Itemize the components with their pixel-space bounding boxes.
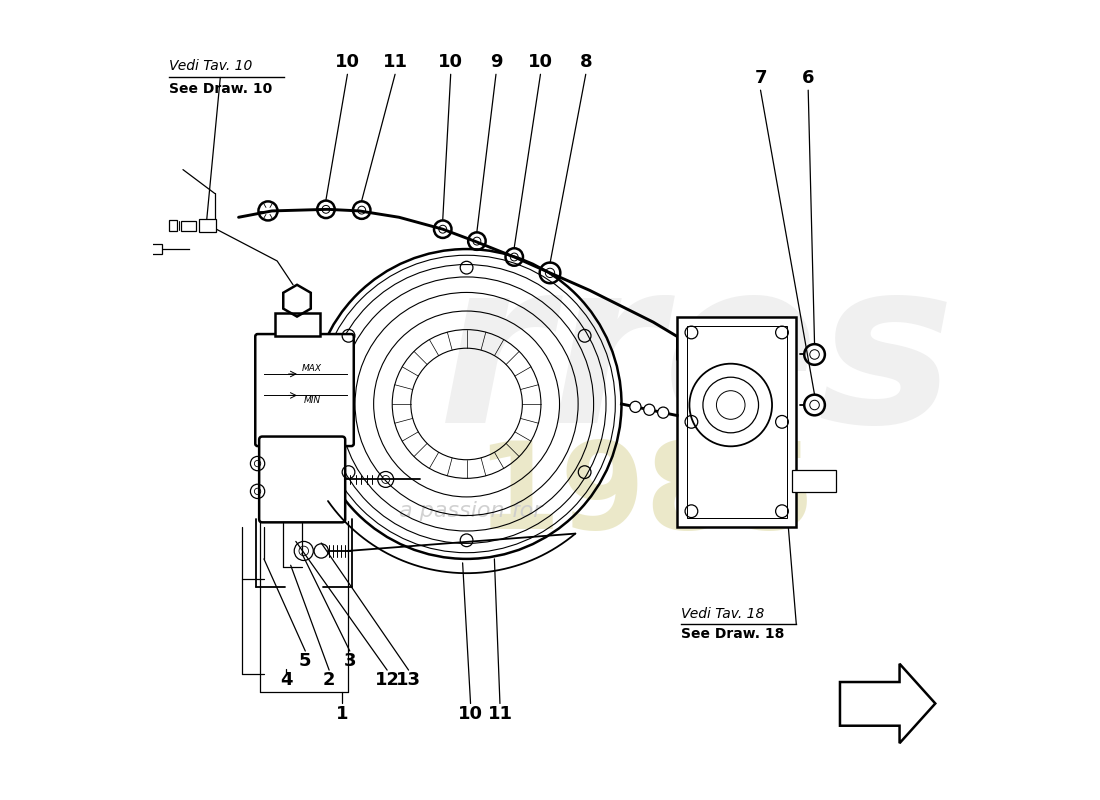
Text: 13: 13 — [396, 670, 421, 689]
Text: 5: 5 — [299, 651, 311, 670]
Circle shape — [630, 402, 641, 413]
Text: See Draw. 10: See Draw. 10 — [168, 82, 272, 95]
FancyBboxPatch shape — [255, 334, 354, 446]
Bar — [151, 244, 163, 254]
Bar — [199, 219, 217, 231]
Bar — [678, 317, 796, 527]
Bar — [168, 221, 177, 230]
Text: 1: 1 — [336, 705, 348, 723]
Bar — [275, 313, 319, 337]
Bar — [182, 222, 196, 230]
Bar — [792, 470, 836, 492]
Text: 6: 6 — [802, 70, 814, 87]
Text: 7: 7 — [755, 70, 767, 87]
Text: a passion for: a passion for — [399, 502, 542, 522]
Text: MAX: MAX — [302, 364, 322, 373]
Text: MIN: MIN — [304, 396, 320, 406]
Text: 12: 12 — [375, 670, 399, 689]
Text: 11: 11 — [487, 705, 513, 723]
Text: 9: 9 — [490, 54, 503, 71]
Text: 8: 8 — [580, 54, 592, 71]
Text: 10: 10 — [334, 54, 360, 71]
Text: Vedi Tav. 18: Vedi Tav. 18 — [681, 607, 764, 622]
Text: 2: 2 — [323, 670, 336, 689]
Text: 1985: 1985 — [475, 437, 815, 554]
Text: 3: 3 — [343, 651, 356, 670]
Text: 10: 10 — [528, 54, 553, 71]
Text: rres: rres — [438, 250, 956, 471]
Circle shape — [658, 407, 669, 418]
Circle shape — [644, 404, 654, 415]
FancyBboxPatch shape — [260, 437, 345, 522]
Bar — [686, 326, 786, 518]
Text: 10: 10 — [438, 54, 463, 71]
Text: See Draw. 18: See Draw. 18 — [681, 627, 784, 642]
Text: 10: 10 — [458, 705, 483, 723]
Text: 4: 4 — [280, 670, 293, 689]
Text: Vedi Tav. 10: Vedi Tav. 10 — [168, 59, 252, 74]
Text: 11: 11 — [383, 54, 408, 71]
